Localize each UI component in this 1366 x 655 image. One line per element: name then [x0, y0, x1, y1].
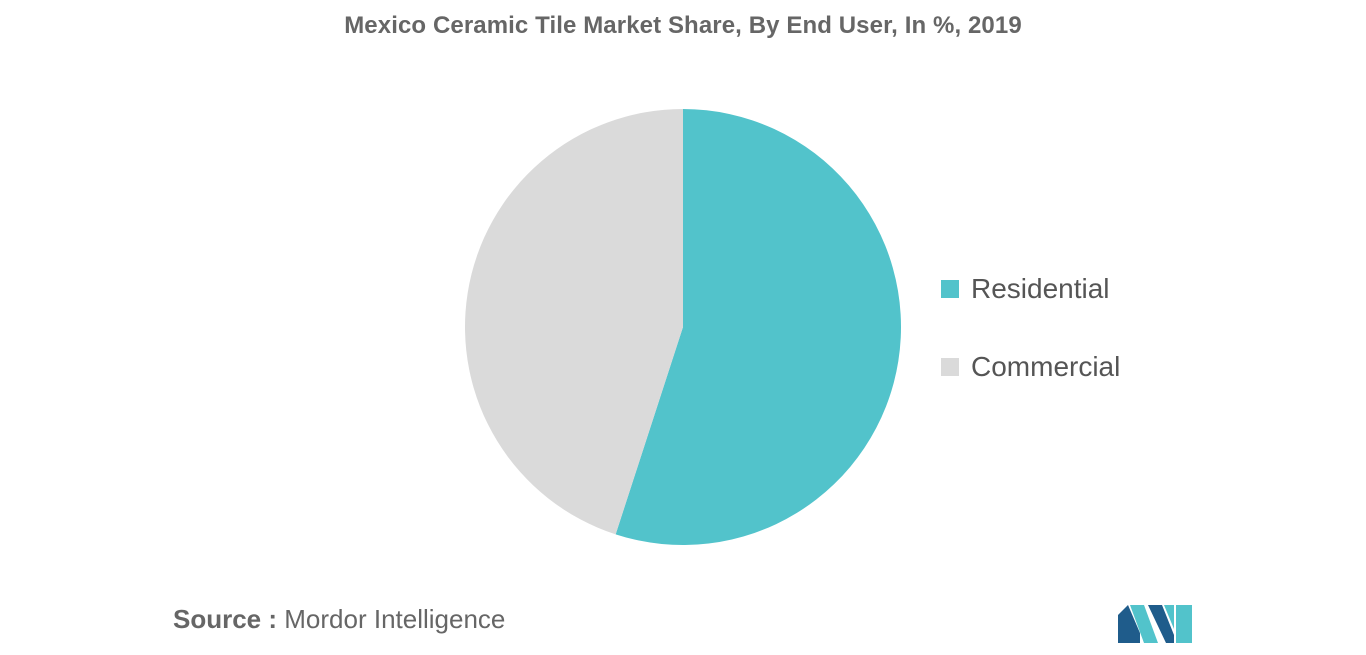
- legend-swatch-residential: [941, 280, 959, 298]
- source-label: Source :: [173, 604, 278, 634]
- source-text: Mordor Intelligence: [284, 604, 506, 634]
- chart-legend: Residential Commercial: [941, 268, 1120, 424]
- legend-label-residential: Residential: [971, 273, 1110, 304]
- pie-slice-residential: [615, 109, 902, 545]
- legend-item-residential: Residential: [941, 268, 1120, 310]
- mordor-intelligence-logo-icon: [1118, 605, 1192, 643]
- legend-swatch-commercial: [941, 358, 959, 376]
- legend-item-commercial: Commercial: [941, 346, 1120, 388]
- source-note: Source : Mordor Intelligence: [173, 604, 505, 635]
- chart-title: Mexico Ceramic Tile Market Share, By End…: [344, 12, 1022, 39]
- pie-slice-commercial: [465, 109, 683, 535]
- legend-label-commercial: Commercial: [971, 351, 1121, 382]
